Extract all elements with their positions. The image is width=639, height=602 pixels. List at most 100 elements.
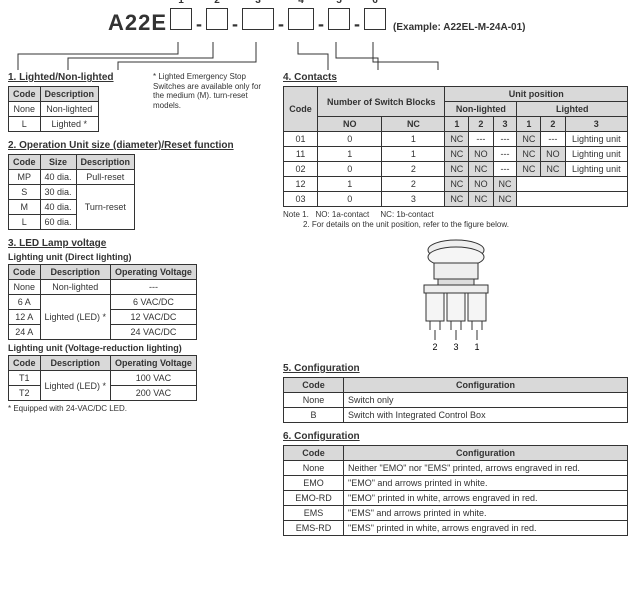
th: Number of Switch Blocks <box>318 87 445 117</box>
section-2: 2. Operation Unit size (diameter)/Reset … <box>8 140 268 230</box>
cell: Switch only <box>344 392 628 407</box>
cell: NC <box>469 162 493 177</box>
sec4-table: Code Number of Switch Blocks Unit positi… <box>283 86 628 207</box>
cell: "EMS" printed in white, arrows engraved … <box>344 520 628 535</box>
sec4-notes: Note 1. NO: 1a-contact NC: 1b-contact 2.… <box>283 210 628 231</box>
cell: 60 dia. <box>40 215 76 230</box>
cell: None <box>9 102 41 117</box>
sec3-sub2: Lighting unit (Voltage-reduction lightin… <box>8 343 268 353</box>
th: Configuration <box>344 445 628 460</box>
th: Description <box>76 155 135 170</box>
th: Operating Voltage <box>111 265 197 280</box>
dash: - <box>354 14 360 35</box>
cell: 3 <box>382 192 445 207</box>
cell: --- <box>493 132 517 147</box>
note-text: NO: 1a-contact <box>315 210 369 219</box>
fig-label: 1 <box>474 342 479 352</box>
code-box-2: 2 <box>206 8 228 30</box>
th: 1 <box>445 117 469 132</box>
box-num-3: 3 <box>243 0 273 6</box>
note-label: Note 1. <box>283 210 309 219</box>
fig-label: 2 <box>432 342 437 352</box>
cell: 12 VAC/DC <box>111 310 197 325</box>
sec3-table2: CodeDescriptionOperating Voltage T1Light… <box>8 355 197 401</box>
box-num-5: 5 <box>329 0 349 6</box>
cell: 200 VAC <box>111 386 197 401</box>
cell <box>517 177 628 192</box>
section-6: 6. Configuration CodeConfiguration NoneN… <box>283 431 628 536</box>
cell: 6 VAC/DC <box>111 295 197 310</box>
cell: NC <box>445 177 469 192</box>
box-num-4: 4 <box>289 0 313 6</box>
th: Operating Voltage <box>111 356 197 371</box>
cell: 40 dia. <box>40 200 76 215</box>
cell: NC <box>445 132 469 147</box>
cell: B <box>284 407 344 422</box>
cell: NC <box>493 177 517 192</box>
cell: EMS <box>284 505 344 520</box>
section-5: 5. Configuration CodeConfiguration NoneS… <box>283 363 628 423</box>
cell: NC <box>541 162 565 177</box>
box-num-6: 6 <box>365 0 385 6</box>
section-3: 3. LED Lamp voltage Lighting unit (Direc… <box>8 238 268 414</box>
cell: 100 VAC <box>111 371 197 386</box>
cell: NC <box>517 162 541 177</box>
sec3-title: 3. LED Lamp voltage <box>8 238 268 249</box>
cell: NC <box>445 192 469 207</box>
cell: --- <box>111 280 197 295</box>
cell: NC <box>469 192 493 207</box>
cell: NC <box>517 147 541 162</box>
cell: 02 <box>284 162 318 177</box>
cell: T2 <box>9 386 41 401</box>
cell: NC <box>517 132 541 147</box>
cell: 40 dia. <box>40 170 76 185</box>
th: Code <box>9 356 41 371</box>
cell: Pull-reset <box>76 170 135 185</box>
cell: NO <box>469 147 493 162</box>
th: Code <box>284 445 344 460</box>
cell: 11 <box>284 147 318 162</box>
cell: --- <box>493 162 517 177</box>
section-4: 4. Contacts Code Number of Switch Blocks… <box>283 72 628 355</box>
th: 2 <box>469 117 493 132</box>
sec3-note: * Equipped with 24-VAC/DC LED. <box>8 404 268 414</box>
sec2-table: CodeSizeDescription MP40 dia.Pull-reset … <box>8 154 135 230</box>
th: NC <box>382 117 445 132</box>
th: Code <box>284 377 344 392</box>
cell: 2 <box>382 162 445 177</box>
cell: M <box>9 200 41 215</box>
cell: 01 <box>284 132 318 147</box>
cell: EMS-RD <box>284 520 344 535</box>
dash: - <box>232 14 238 35</box>
connector-lines-svg <box>8 42 628 72</box>
cell: Non-lighted <box>40 280 111 295</box>
fig-label: 3 <box>453 342 458 352</box>
th: Unit position <box>445 87 628 102</box>
note-text: NC: 1b-contact <box>380 210 433 219</box>
cell: 0 <box>318 132 382 147</box>
sec6-title: 6. Configuration <box>283 431 628 442</box>
th: Description <box>40 265 111 280</box>
code-box-5: 5 <box>328 8 350 30</box>
cell: Switch with Integrated Control Box <box>344 407 628 422</box>
th: 3 <box>493 117 517 132</box>
cell: Non-lighted <box>40 102 99 117</box>
th: 3 <box>565 117 627 132</box>
cell: T1 <box>9 371 41 386</box>
cell: 2 <box>382 177 445 192</box>
cell: 12 <box>284 177 318 192</box>
cell: --- <box>493 147 517 162</box>
cell: L <box>9 215 41 230</box>
cell: Lighting unit <box>565 132 627 147</box>
cell: NC <box>493 192 517 207</box>
cell: NC <box>445 147 469 162</box>
th: Configuration <box>344 377 628 392</box>
th: Lighted <box>517 102 628 117</box>
sec1-table: CodeDescription NoneNon-lighted LLighted… <box>8 86 99 132</box>
sec6-table: CodeConfiguration NoneNeither "EMO" nor … <box>283 445 628 536</box>
dash: - <box>278 14 284 35</box>
sec3-sub1: Lighting unit (Direct lighting) <box>8 252 268 262</box>
sec1-note: * Lighted Emergency Stop Switches are av… <box>153 72 263 110</box>
sec2-title: 2. Operation Unit size (diameter)/Reset … <box>8 140 268 151</box>
cell: Lighted (LED) * <box>40 371 111 401</box>
